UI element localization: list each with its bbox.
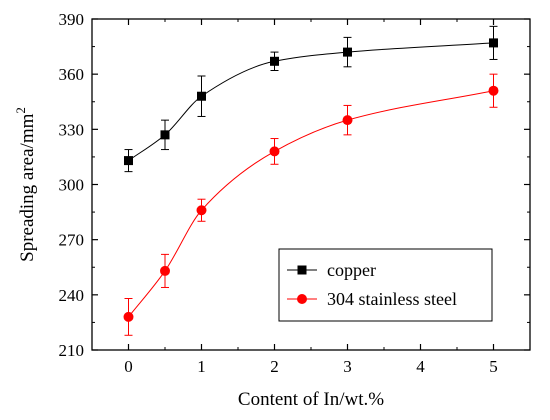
y-tick-label: 360 <box>59 65 85 84</box>
data-point <box>343 47 352 57</box>
legend: copper 304 stainless steel <box>278 248 493 322</box>
data-point <box>270 56 279 66</box>
data-point <box>269 146 280 157</box>
legend-marker-0 <box>297 265 307 275</box>
data-point <box>160 130 170 140</box>
x-tick-label: 0 <box>124 357 133 376</box>
axes: 0 1 2 3 4 5 210 240 270 300 330 360 390 Content of In… <box>13 10 531 410</box>
y-tick-label: 390 <box>59 10 85 29</box>
y-tick-label: 210 <box>59 341 85 360</box>
data-point <box>342 115 353 126</box>
y-tick-label: 270 <box>59 231 85 250</box>
x-tick-label: 5 <box>489 357 498 376</box>
x-tick-label: 4 <box>416 357 425 376</box>
data-point <box>196 205 207 216</box>
legend-label-0: copper <box>327 260 376 280</box>
x-tick-label: 3 <box>343 357 352 376</box>
legend-label-1: 304 stainless steel <box>327 289 457 309</box>
x-tick-label: 1 <box>197 357 206 376</box>
y-tick-label: 240 <box>59 286 85 305</box>
data-point <box>124 156 133 166</box>
data-point <box>489 38 498 48</box>
data-markers <box>123 38 499 322</box>
y-axis-title: Spreading area/mm2 <box>13 107 38 262</box>
y-tick-label: 300 <box>59 176 85 195</box>
data-point <box>488 85 499 96</box>
x-axis-title: Content of In/wt.% <box>238 389 384 410</box>
data-point <box>197 91 206 101</box>
y-tick-label: 330 <box>59 120 85 139</box>
data-point <box>160 265 170 276</box>
x-tick-label: 2 <box>270 357 279 376</box>
y-axis-title-superscript: 2 <box>13 107 28 114</box>
legend-box <box>278 248 493 322</box>
data-point <box>123 311 134 322</box>
series-line-0 <box>128 42 494 162</box>
legend-marker-1 <box>297 294 307 304</box>
